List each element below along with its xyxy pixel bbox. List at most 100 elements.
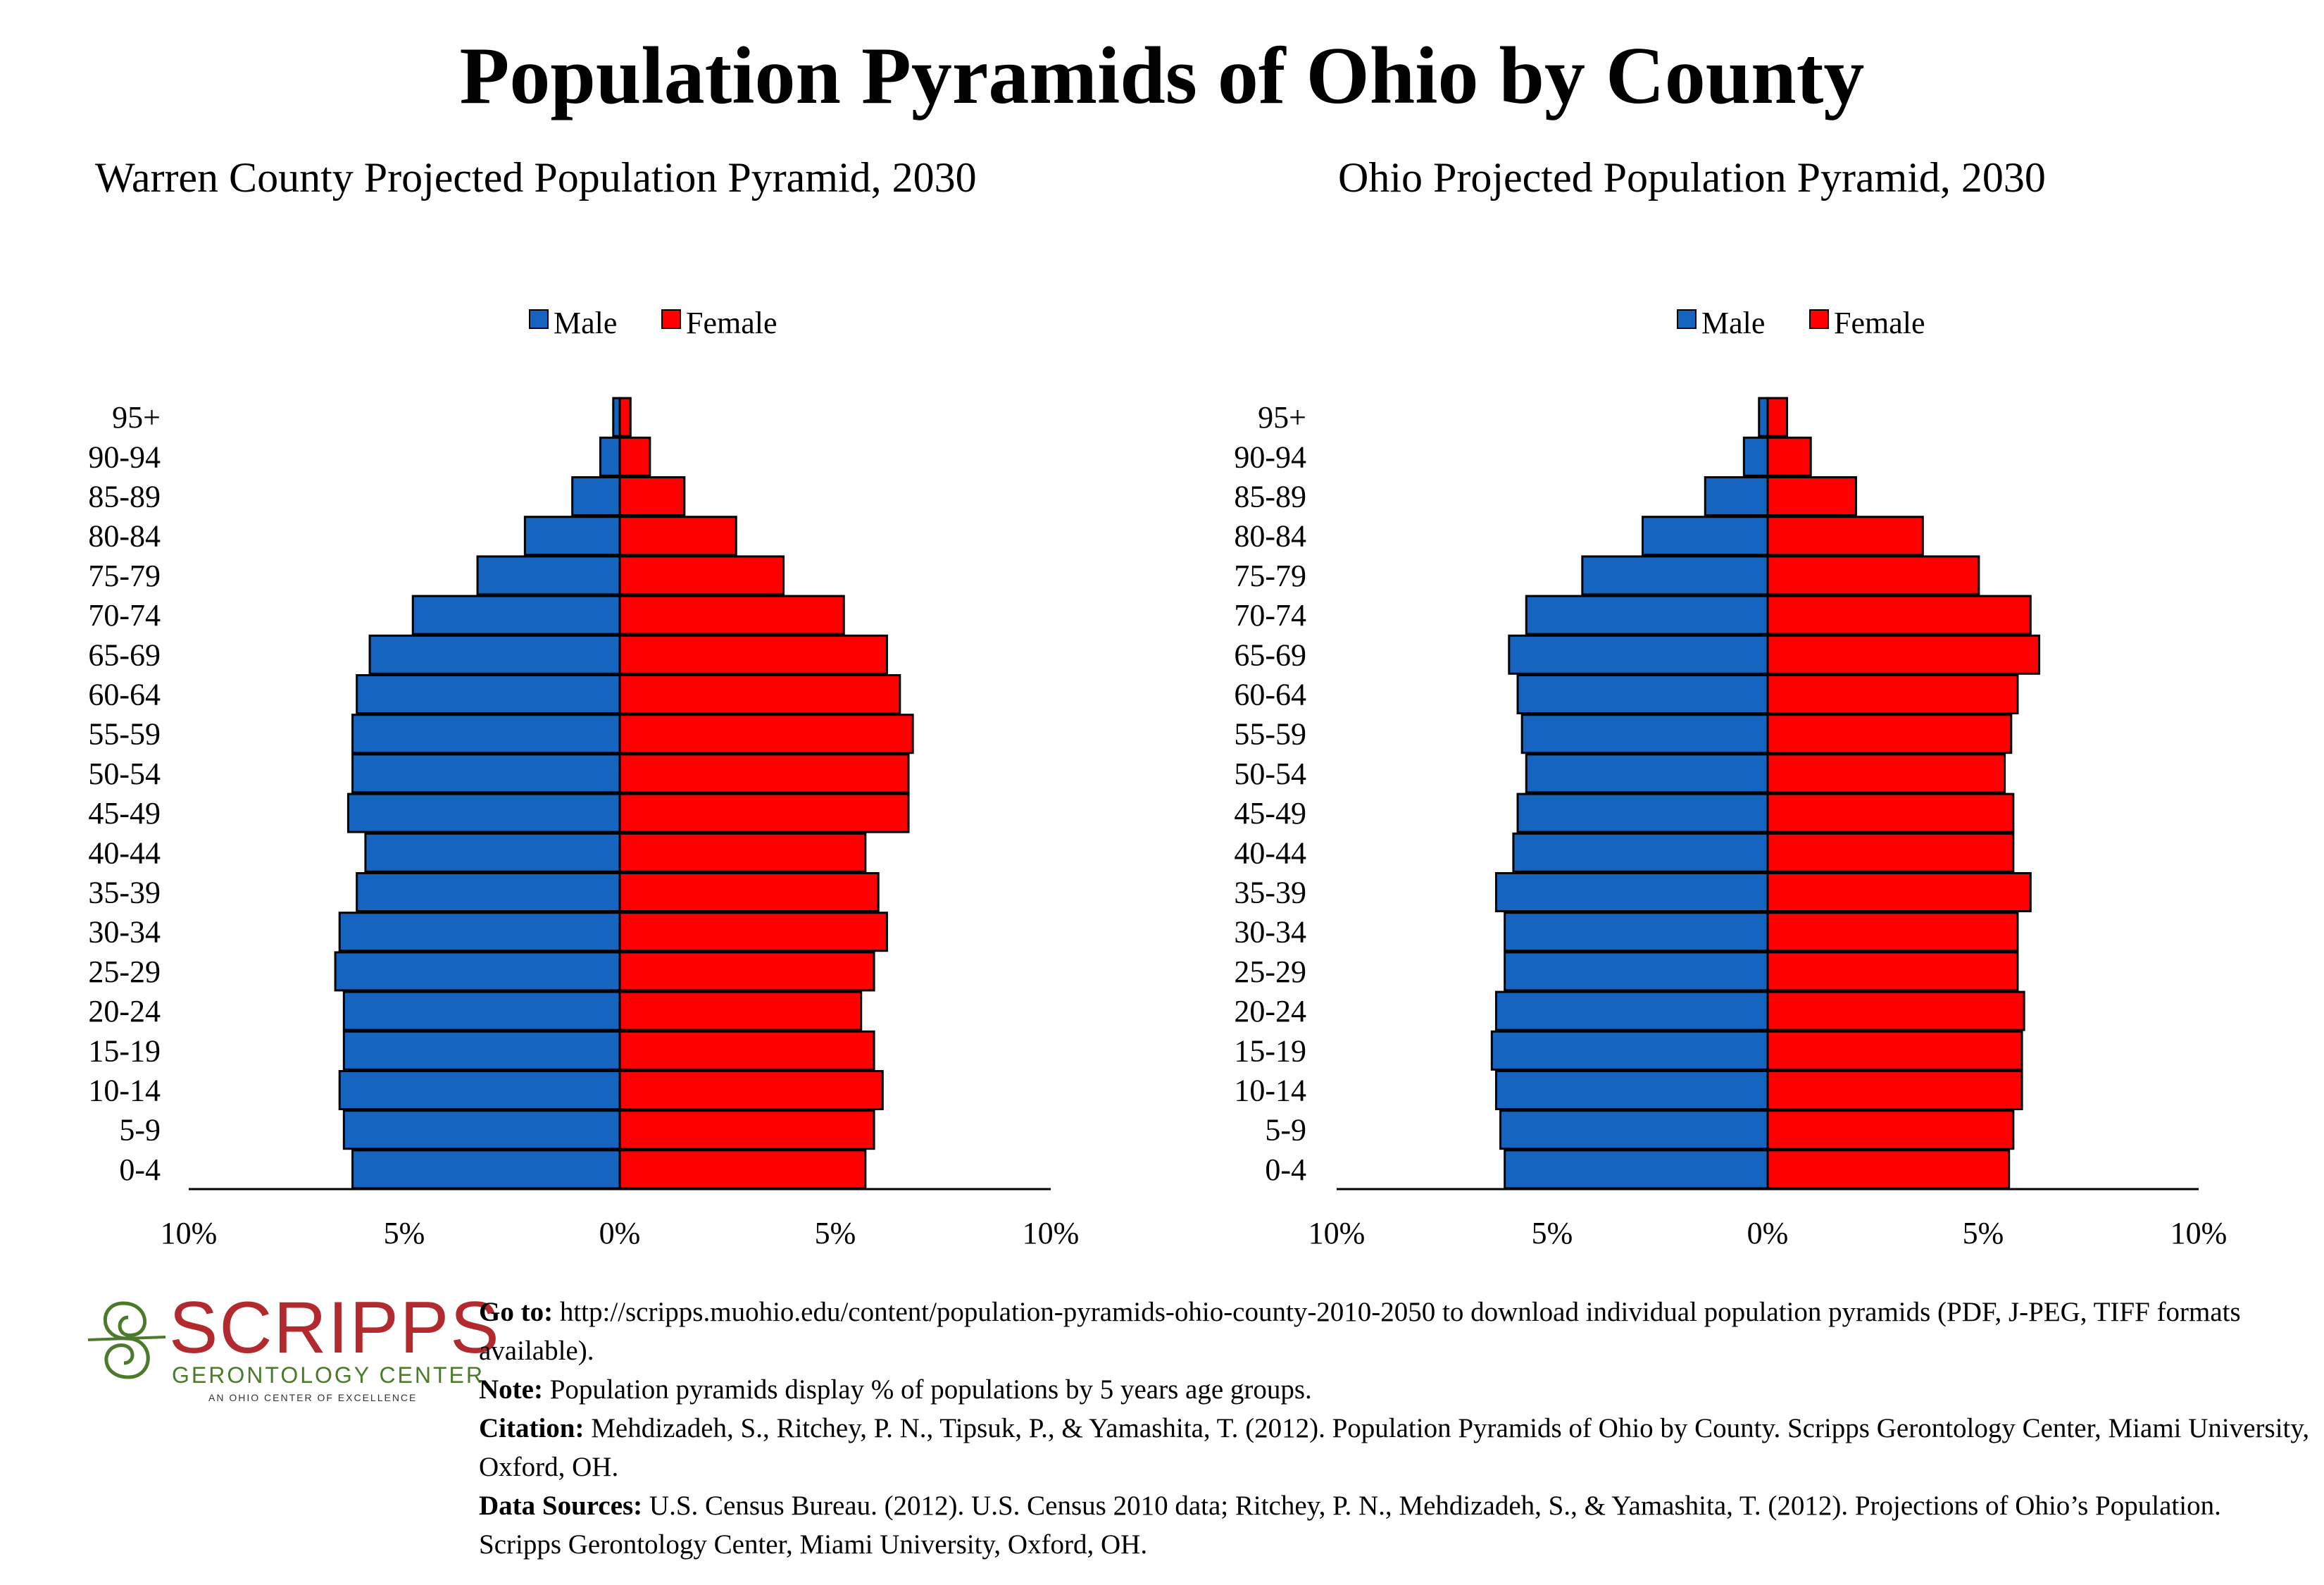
bar-female xyxy=(618,753,910,794)
bar-female xyxy=(1766,1070,2023,1110)
age-group-label: 45-49 xyxy=(1234,796,1306,831)
bar-male xyxy=(1642,516,1769,557)
chart-title: Ohio Projected Population Pyramid, 2030 xyxy=(1338,154,2046,201)
bar-male xyxy=(1516,674,1769,714)
bar-female xyxy=(1766,872,2032,912)
age-group-label: 65-69 xyxy=(1234,638,1306,672)
bar-female xyxy=(1766,753,2006,794)
population-pyramids-charts: Warren County Projected Population Pyram… xyxy=(88,154,2228,1250)
bar-male xyxy=(1520,714,1769,754)
bar-female xyxy=(618,1070,884,1110)
age-group-label: 50-54 xyxy=(88,757,161,791)
bar-female xyxy=(618,634,888,675)
bar-male xyxy=(1581,555,1769,596)
bar-female xyxy=(618,832,867,873)
bar-female xyxy=(618,595,845,635)
bar-male xyxy=(1504,951,1769,992)
bar-female xyxy=(1766,1110,2015,1150)
bar-female xyxy=(1766,951,2019,992)
bar-female xyxy=(618,397,632,437)
bar-male xyxy=(1494,1070,1769,1110)
bar-female xyxy=(1766,634,2041,675)
bar-female xyxy=(618,912,888,952)
bar-male xyxy=(338,912,621,952)
bar-male xyxy=(1516,792,1769,833)
goto-text: http://scripps.muohio.edu/content/popula… xyxy=(479,1297,2241,1366)
age-group-label: 35-39 xyxy=(1234,876,1306,910)
citation-note: Citation: Mehdizadeh, S., Ritchey, P. N.… xyxy=(479,1409,2310,1486)
age-group-label: 20-24 xyxy=(1234,994,1306,1028)
legend-swatch-female xyxy=(1809,309,1829,329)
bar-male xyxy=(351,753,621,794)
x-tick-label: 10% xyxy=(161,1216,218,1250)
x-tick-label: 10% xyxy=(1308,1216,1366,1250)
age-group-label: 0-4 xyxy=(119,1152,161,1187)
citation-label: Citation: xyxy=(479,1413,585,1443)
age-group-label: 85-89 xyxy=(1234,480,1306,514)
legend-swatch-male xyxy=(529,309,549,329)
age-group-label: 90-94 xyxy=(1234,440,1306,474)
bar-female xyxy=(1766,990,2025,1031)
bar-female xyxy=(618,516,737,557)
note-line: Note: Population pyramids display % of p… xyxy=(479,1370,2310,1409)
age-group-label: 5-9 xyxy=(119,1113,161,1148)
bar-female xyxy=(1766,912,2019,952)
bar-male xyxy=(1525,595,1769,635)
age-group-label: 30-34 xyxy=(1234,915,1306,950)
bar-female xyxy=(618,436,651,477)
x-tick-label: 10% xyxy=(2170,1216,2228,1250)
age-group-label: 85-89 xyxy=(88,480,161,514)
bar-male xyxy=(338,1070,621,1110)
age-group-label: 65-69 xyxy=(88,638,161,672)
scripps-logo: SCRIPPS GERONTOLOGY CENTER AN OHIO CENTE… xyxy=(85,1289,499,1409)
legend-swatch-male xyxy=(1677,309,1697,329)
legend-label-male: Male xyxy=(1701,306,1765,340)
bar-male xyxy=(599,436,621,477)
age-group-label: 95+ xyxy=(112,400,161,435)
age-group-label: 25-29 xyxy=(88,955,161,989)
age-group-label: 40-44 xyxy=(1234,835,1306,870)
logo-wordmark: SCRIPPS xyxy=(169,1287,501,1369)
bar-female xyxy=(618,1110,875,1150)
sources-label: Data Sources: xyxy=(479,1491,643,1521)
legend-label-female: Female xyxy=(686,306,777,340)
age-group-label: 75-79 xyxy=(88,559,161,593)
age-group-label: 50-54 xyxy=(1234,757,1306,791)
bar-female xyxy=(1766,714,2013,754)
bar-male xyxy=(1504,1149,1769,1190)
notes-block: Go to: http://scripps.muohio.edu/content… xyxy=(479,1293,2310,1564)
bar-male xyxy=(351,1149,621,1190)
bar-male xyxy=(1704,476,1769,516)
goto-note: Go to: http://scripps.muohio.edu/content… xyxy=(479,1293,2310,1370)
x-tick-label: 0% xyxy=(599,1216,641,1250)
bar-female xyxy=(618,1030,875,1071)
age-group-label: 0-4 xyxy=(1265,1152,1306,1187)
bar-male xyxy=(356,674,621,714)
bar-male xyxy=(1490,1030,1769,1071)
bar-male xyxy=(1499,1110,1769,1150)
bar-female xyxy=(618,674,901,714)
bar-female xyxy=(618,476,686,516)
logo-subtitle: GERONTOLOGY CENTER xyxy=(172,1362,485,1388)
bar-female xyxy=(1766,792,2015,833)
age-group-label: 10-14 xyxy=(88,1074,161,1108)
bar-female xyxy=(618,951,875,992)
bar-female xyxy=(1766,1149,2011,1190)
note-text: Population pyramids display % of populat… xyxy=(542,1374,1312,1405)
x-tick-label: 5% xyxy=(384,1216,425,1250)
age-group-label: 70-74 xyxy=(88,598,161,633)
bar-female xyxy=(618,990,863,1031)
goto-label: Go to: xyxy=(479,1297,554,1327)
bar-male xyxy=(1494,872,1769,912)
citation-text: Mehdizadeh, S., Ritchey, P. N., Tipsuk, … xyxy=(479,1413,2310,1482)
bar-female xyxy=(618,1149,867,1190)
bar-male xyxy=(523,516,621,557)
bar-male xyxy=(342,1110,621,1150)
age-group-label: 90-94 xyxy=(88,440,161,474)
bar-female xyxy=(1766,476,1857,516)
age-group-label: 20-24 xyxy=(88,994,161,1028)
bar-male xyxy=(476,555,621,596)
age-group-label: 40-44 xyxy=(88,835,161,870)
bar-male xyxy=(1504,912,1769,952)
bar-male xyxy=(1525,753,1769,794)
